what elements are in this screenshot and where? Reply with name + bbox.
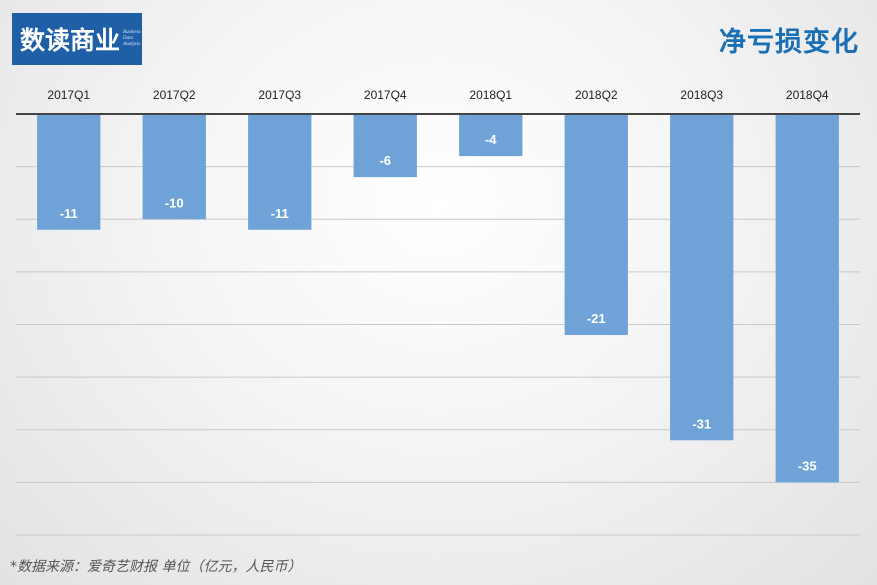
bar — [459, 114, 523, 157]
category-label: 2017Q3 — [258, 88, 301, 102]
category-label: 2018Q2 — [575, 88, 618, 102]
category-label: 2018Q3 — [680, 88, 723, 102]
chart-title: 净亏损变化 — [719, 27, 859, 58]
data-label: -6 — [379, 153, 391, 168]
data-label: -4 — [485, 132, 497, 147]
brand-logo: 数读商业 Business Data Analysis — [12, 13, 142, 65]
data-source-note: *数据来源：爱奇艺财报 单位（亿元，人民币） — [10, 559, 302, 575]
logo-subtext: Business Data Analysis — [123, 30, 141, 48]
category-label: 2017Q2 — [153, 88, 196, 102]
data-label: -11 — [271, 206, 289, 221]
bar — [353, 114, 417, 178]
logo-subtext-line: Analysis — [123, 42, 140, 47]
logo-subtext-line: Business — [123, 30, 141, 35]
logo-subtext-line: Data — [123, 36, 134, 41]
category-label: 2018Q4 — [786, 88, 829, 102]
bar — [37, 114, 101, 230]
data-label: -31 — [692, 416, 711, 431]
data-label: -21 — [587, 311, 606, 326]
bar — [670, 114, 734, 441]
data-label: -35 — [798, 458, 817, 473]
logo-text: 数读商业 — [20, 26, 121, 55]
bar — [142, 114, 206, 220]
category-label: 2018Q1 — [469, 88, 512, 102]
data-label: -11 — [60, 206, 78, 221]
bar — [248, 114, 312, 230]
category-label: 2017Q4 — [364, 88, 407, 102]
data-label: -10 — [165, 195, 184, 210]
bar — [775, 114, 839, 483]
category-label: 2017Q1 — [47, 88, 90, 102]
bar — [564, 114, 628, 336]
